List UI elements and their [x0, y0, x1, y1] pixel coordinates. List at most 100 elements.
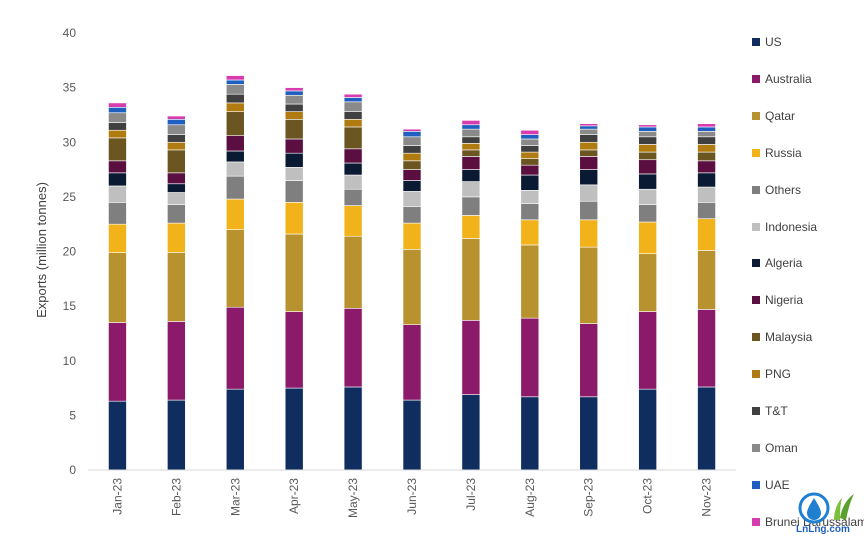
bar-segment-t-t: [343, 111, 363, 120]
bar-segment-uae: [402, 131, 422, 138]
bar-segment-us: [108, 400, 127, 471]
bar-segment-indonesia: [520, 190, 540, 204]
bar-segment-png: [402, 152, 422, 162]
bar-segment-us: [167, 399, 186, 471]
bar-segment-algeria: [167, 183, 186, 193]
legend-label: T&T: [765, 404, 788, 418]
bar-segment-brunei-darussalam: [225, 75, 245, 81]
bar-segment-australia: [167, 321, 186, 401]
bar-segment-algeria: [108, 172, 127, 187]
bar-segment-russia: [638, 221, 657, 254]
legend-item: Australia: [752, 71, 812, 87]
bar-segment-indonesia: [638, 188, 657, 205]
bar-segment-australia: [638, 311, 657, 390]
bar-segment-others: [284, 180, 304, 203]
logo-text: LnLng.com: [796, 524, 850, 535]
bar-segment-brunei-darussalam: [579, 123, 599, 127]
bar-segment-qatar: [638, 253, 657, 312]
x-tick-label: Apr-23: [287, 478, 301, 514]
y-axis-label: Exports (million tonnes): [34, 182, 49, 318]
x-tick-label: Jan-23: [110, 478, 124, 515]
bar-segment-indonesia: [461, 181, 481, 198]
bar-segment-nigeria: [108, 160, 127, 174]
bar-segment-russia: [579, 219, 599, 248]
bar-segment-nigeria: [343, 148, 363, 164]
bar-segment-australia: [225, 306, 245, 390]
bar-segment-uae: [225, 79, 245, 85]
bar-segment-png: [167, 141, 186, 151]
bar-segment-malaysia: [108, 137, 127, 162]
legend-item: Nigeria: [752, 292, 803, 308]
bar-segment-russia: [520, 219, 540, 246]
bar-segment-malaysia: [697, 151, 716, 162]
bar-segment-us: [284, 387, 304, 471]
bar-segment-russia: [461, 215, 481, 239]
bar-segment-brunei-darussalam: [520, 129, 540, 135]
bar-segment-png: [579, 141, 599, 151]
bar-segment-nigeria: [167, 172, 186, 185]
bar-segment-uae: [343, 97, 363, 103]
bar-segment-qatar: [402, 249, 422, 325]
bar-segment-others: [520, 203, 540, 221]
bars: [108, 75, 716, 471]
bar-segment-qatar: [108, 252, 127, 323]
bar-segment-others: [402, 206, 422, 224]
bar-segment-others: [461, 196, 481, 216]
bar-segment-others: [638, 204, 657, 223]
bar-segment-australia: [108, 322, 127, 402]
bar-segment-brunei-darussalam: [697, 123, 716, 128]
bar-segment-algeria: [520, 174, 540, 191]
bar-segment-australia: [402, 324, 422, 401]
y-tick-label: 30: [63, 135, 77, 149]
x-tick-label: Aug-23: [523, 478, 537, 517]
bar-segment-t-t: [402, 145, 422, 154]
bar-segment-nigeria: [461, 156, 481, 170]
bar-segment-malaysia: [225, 111, 245, 136]
x-tick-label: Mar-23: [228, 478, 242, 516]
bar-segment-us: [520, 396, 540, 471]
y-tick-label: 20: [63, 245, 77, 259]
x-tick-label: May-23: [346, 478, 360, 518]
bar-segment-nigeria: [225, 135, 245, 152]
x-tick-label: Jul-23: [464, 478, 478, 511]
bar-segment-nigeria: [402, 169, 422, 181]
bar-segment-us: [402, 399, 422, 471]
bar-segment-png: [108, 129, 127, 139]
bar-segment-oman: [697, 131, 716, 138]
bar-segment-t-t: [697, 136, 716, 145]
legend-item: US: [752, 34, 782, 50]
bar-segment-t-t: [284, 103, 304, 112]
legend-item: Oman: [752, 440, 798, 456]
legend-item: Malaysia: [752, 329, 812, 345]
bar-segment-oman: [520, 138, 540, 146]
legend-label: Indonesia: [765, 219, 818, 234]
bar-segment-malaysia: [402, 160, 422, 170]
legend-label: Russia: [765, 145, 802, 160]
bar-segment-algeria: [579, 169, 599, 186]
legend-item: Algeria: [752, 255, 802, 271]
bar-segment-t-t: [461, 136, 481, 144]
bar-segment-oman: [402, 136, 422, 146]
bar-segment-uae: [579, 125, 599, 130]
bar-segment-qatar: [343, 235, 363, 309]
bar-segment-uae: [167, 119, 186, 126]
bar-segment-nigeria: [284, 138, 304, 154]
bar-segment-qatar: [461, 238, 481, 321]
bar-segment-indonesia: [284, 167, 304, 181]
bar-segment-us: [579, 396, 599, 471]
y-tick-label: 10: [63, 354, 77, 368]
bar-segment-australia: [343, 308, 363, 388]
bar-segment-oman: [638, 131, 657, 138]
legend-swatch: [752, 74, 760, 83]
bar-segment-russia: [108, 223, 127, 253]
bar-segment-malaysia: [520, 158, 540, 166]
bar-segment-algeria: [284, 152, 304, 168]
bar-segment-oman: [461, 128, 481, 138]
bar-segment-qatar: [579, 246, 599, 324]
legend-swatch: [752, 148, 760, 157]
legend-item: Indonesia: [752, 219, 817, 235]
logo-leaf-icon-2: [834, 498, 842, 520]
bar-segment-t-t: [520, 145, 540, 153]
x-axis: Jan-23 Feb-23 Mar-23 Apr-23 May-23 Jun-23 Jul-…: [110, 478, 713, 518]
bar-segment-oman: [108, 112, 127, 123]
